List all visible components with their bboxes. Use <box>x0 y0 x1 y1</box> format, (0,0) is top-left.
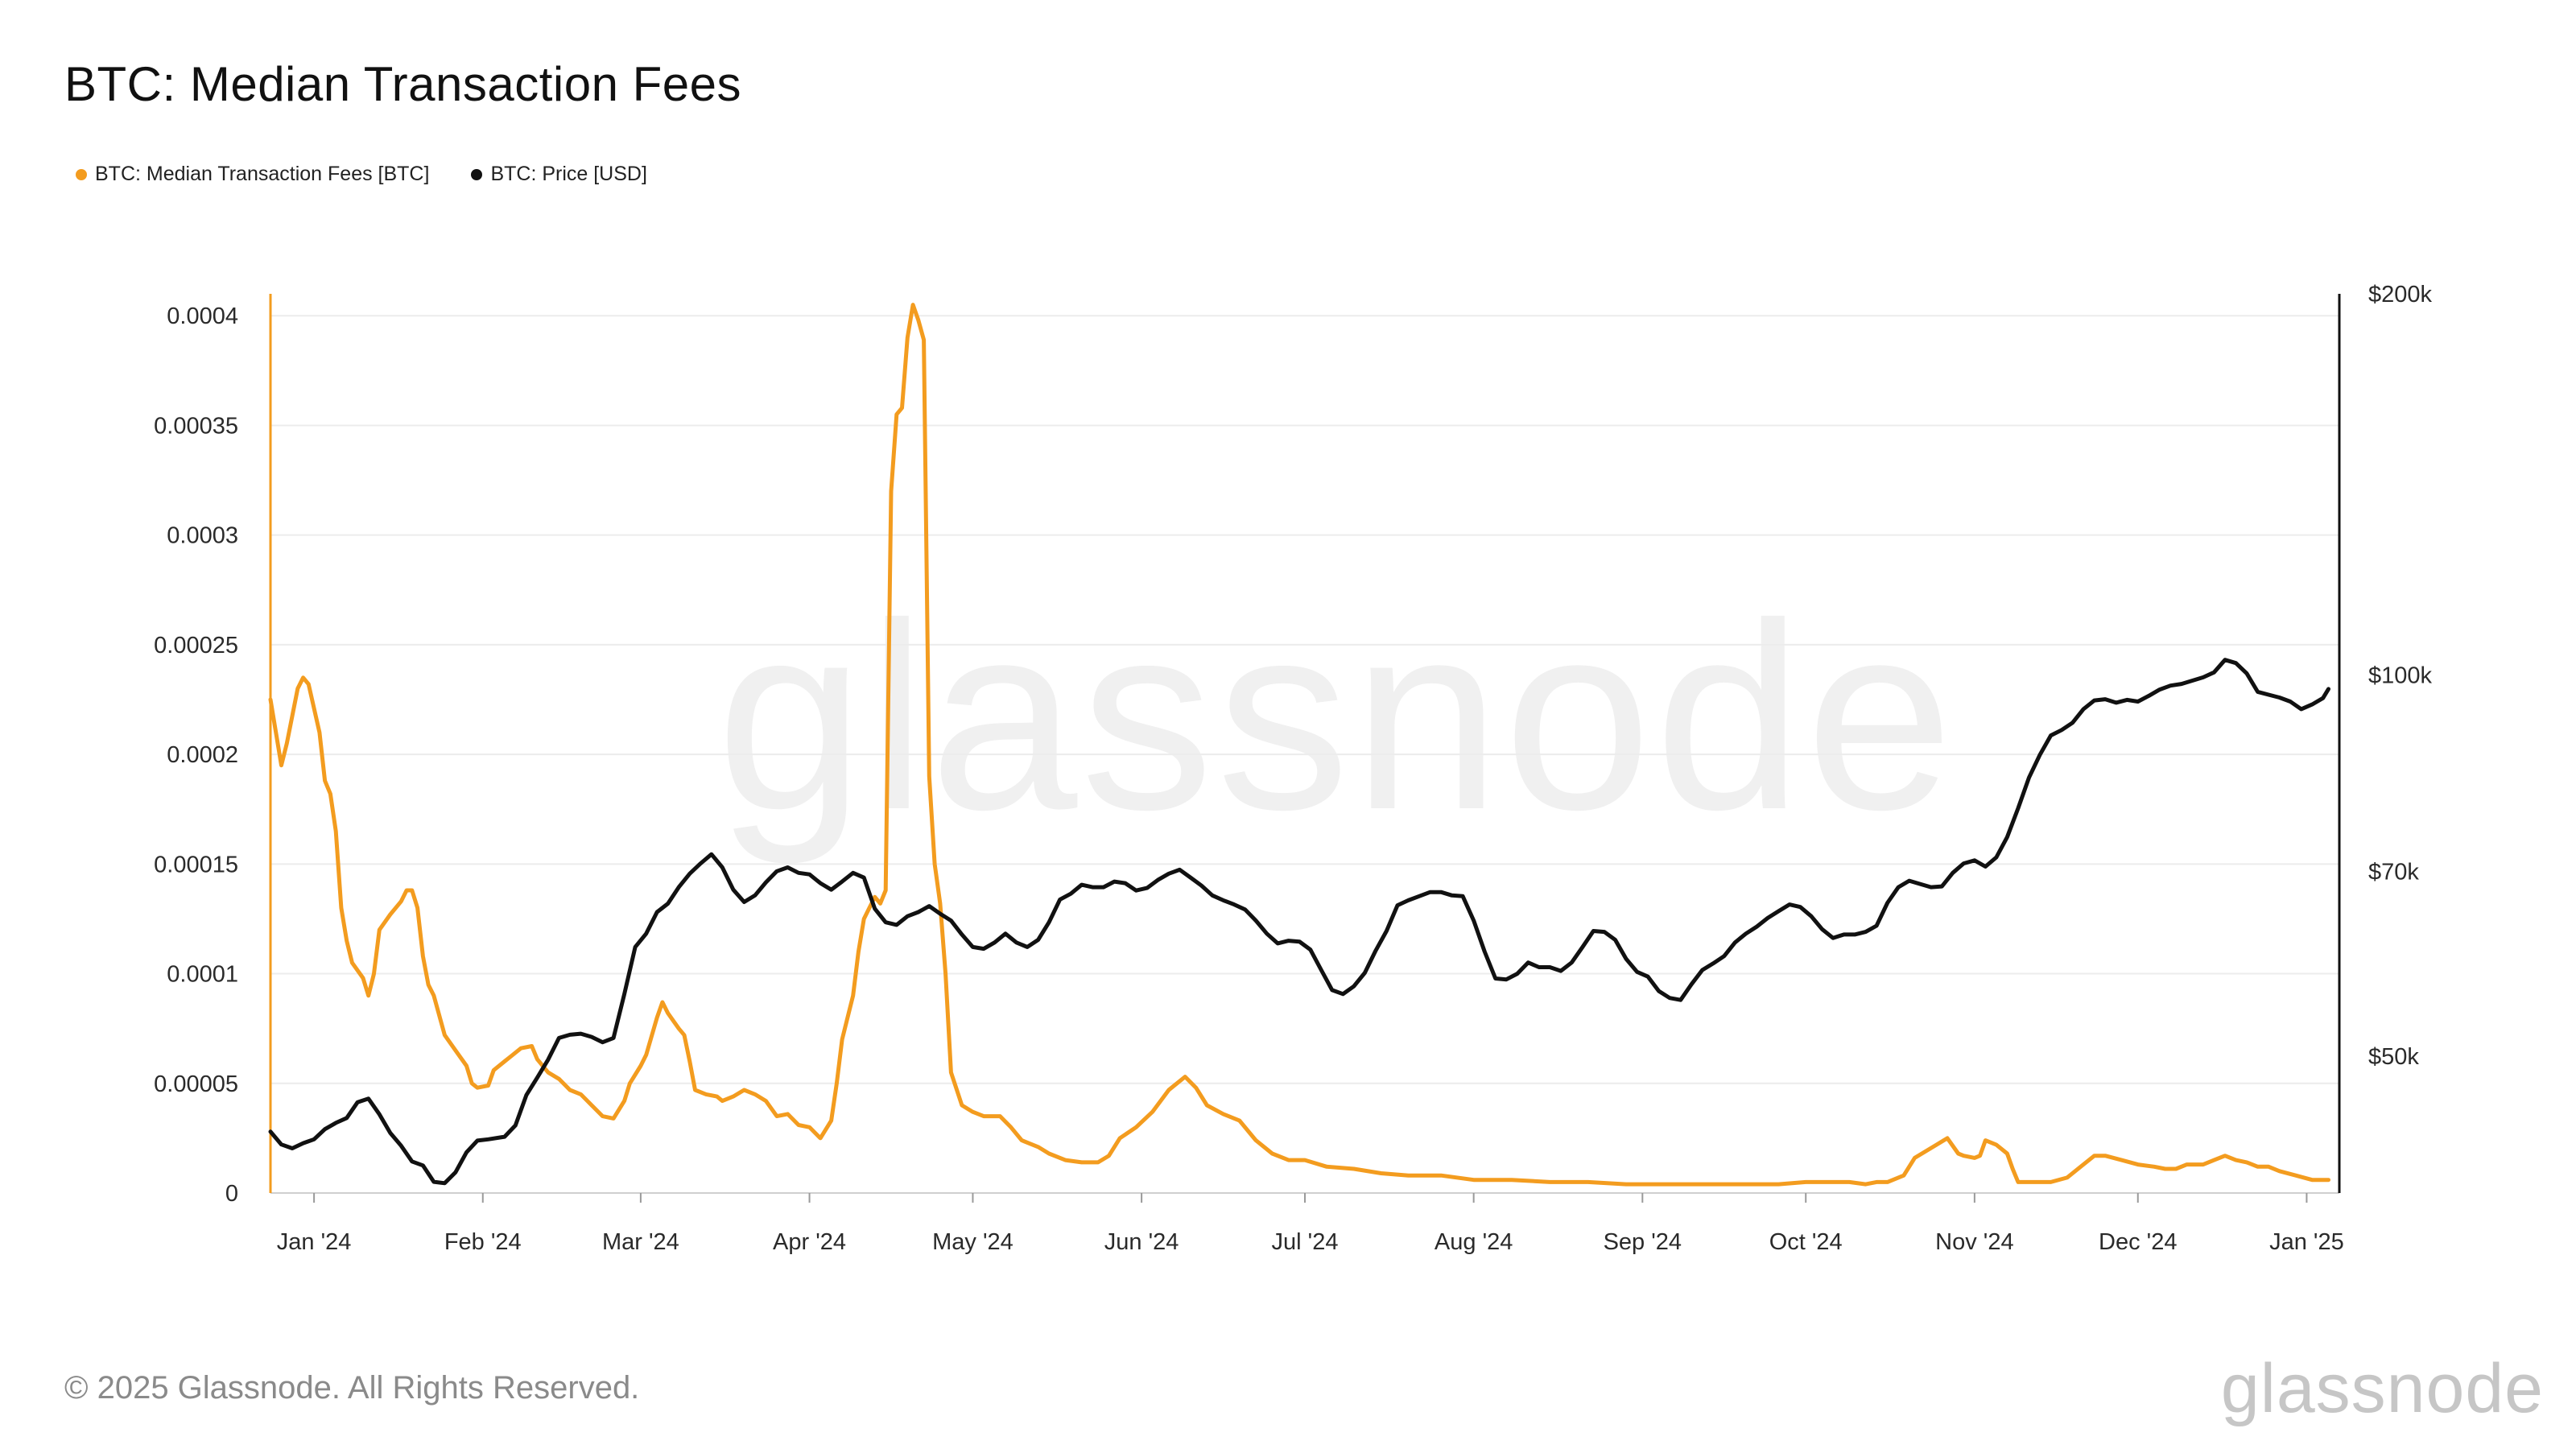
legend-label-price: BTC: Price [USD] <box>490 163 647 185</box>
grid-layer <box>270 315 2339 1084</box>
label-layer: 0 0.00005 0.0001 0.00015 0.0002 0.00025 0.0003… <box>154 282 2432 1255</box>
legend-item-price[interactable]: BTC: Price [USD] <box>471 163 647 186</box>
x-tick-label: Apr '24 <box>773 1229 846 1255</box>
y-left-tick-label: 0.0004 <box>167 303 238 329</box>
x-tick-label: Jul '24 <box>1272 1229 1339 1255</box>
y-left-tick-label: 0.00015 <box>154 852 238 877</box>
legend-dot-price <box>471 168 483 180</box>
y-left-tick-label: 0.00035 <box>154 413 238 439</box>
y-right-tick-label: $200k <box>2368 282 2433 308</box>
x-tick-label: Nov '24 <box>1935 1229 2013 1255</box>
y-right-tick-label: $50k <box>2368 1044 2419 1070</box>
x-tick-label: Mar '24 <box>602 1229 679 1255</box>
series-line-price[interactable] <box>268 658 2330 1186</box>
chart-title: BTC: Median Transaction Fees <box>64 57 742 111</box>
y-left-tick-label: 0 <box>225 1181 238 1207</box>
watermark-logo: glassnode <box>716 568 1957 865</box>
copyright-footer: © 2025 Glassnode. All Rights Reserved. <box>64 1370 640 1406</box>
y-left-tick-label: 0.0003 <box>167 523 238 549</box>
series-line-median-fees[interactable] <box>268 303 2330 1187</box>
x-tick-label: Sep '24 <box>1604 1229 1682 1255</box>
x-tick-label: May '24 <box>932 1229 1013 1255</box>
legend-dot-fees <box>76 168 87 180</box>
y-left-tick-label: 0.0001 <box>167 962 238 988</box>
legend-item-fees[interactable]: BTC: Median Transaction Fees [BTC] <box>76 163 429 186</box>
x-tick-label: Dec '24 <box>2099 1229 2177 1255</box>
legend: BTC: Median Transaction Fees [BTC] BTC: … <box>76 163 689 186</box>
y-left-tick-label: 0.0002 <box>167 742 238 768</box>
x-tick-label: Feb '24 <box>444 1229 522 1255</box>
series-layer <box>268 303 2330 1187</box>
y-right-tick-label: $100k <box>2368 663 2433 689</box>
y-right-tick-label: $70k <box>2368 859 2419 885</box>
y-left-tick-label: 0.00005 <box>154 1071 238 1097</box>
x-tick-label: Jun '24 <box>1104 1229 1179 1255</box>
glassnode-logo[interactable]: glassnode <box>2220 1350 2544 1427</box>
legend-label-fees: BTC: Median Transaction Fees [BTC] <box>95 163 430 185</box>
axis-layer <box>269 294 2341 1203</box>
x-tick-label: Aug '24 <box>1435 1229 1513 1255</box>
x-tick-label: Jan '25 <box>2269 1229 2344 1255</box>
x-tick-label: Jan '24 <box>277 1229 352 1255</box>
y-left-tick-label: 0.00025 <box>154 633 238 658</box>
x-tick-label: Oct '24 <box>1769 1229 1843 1255</box>
